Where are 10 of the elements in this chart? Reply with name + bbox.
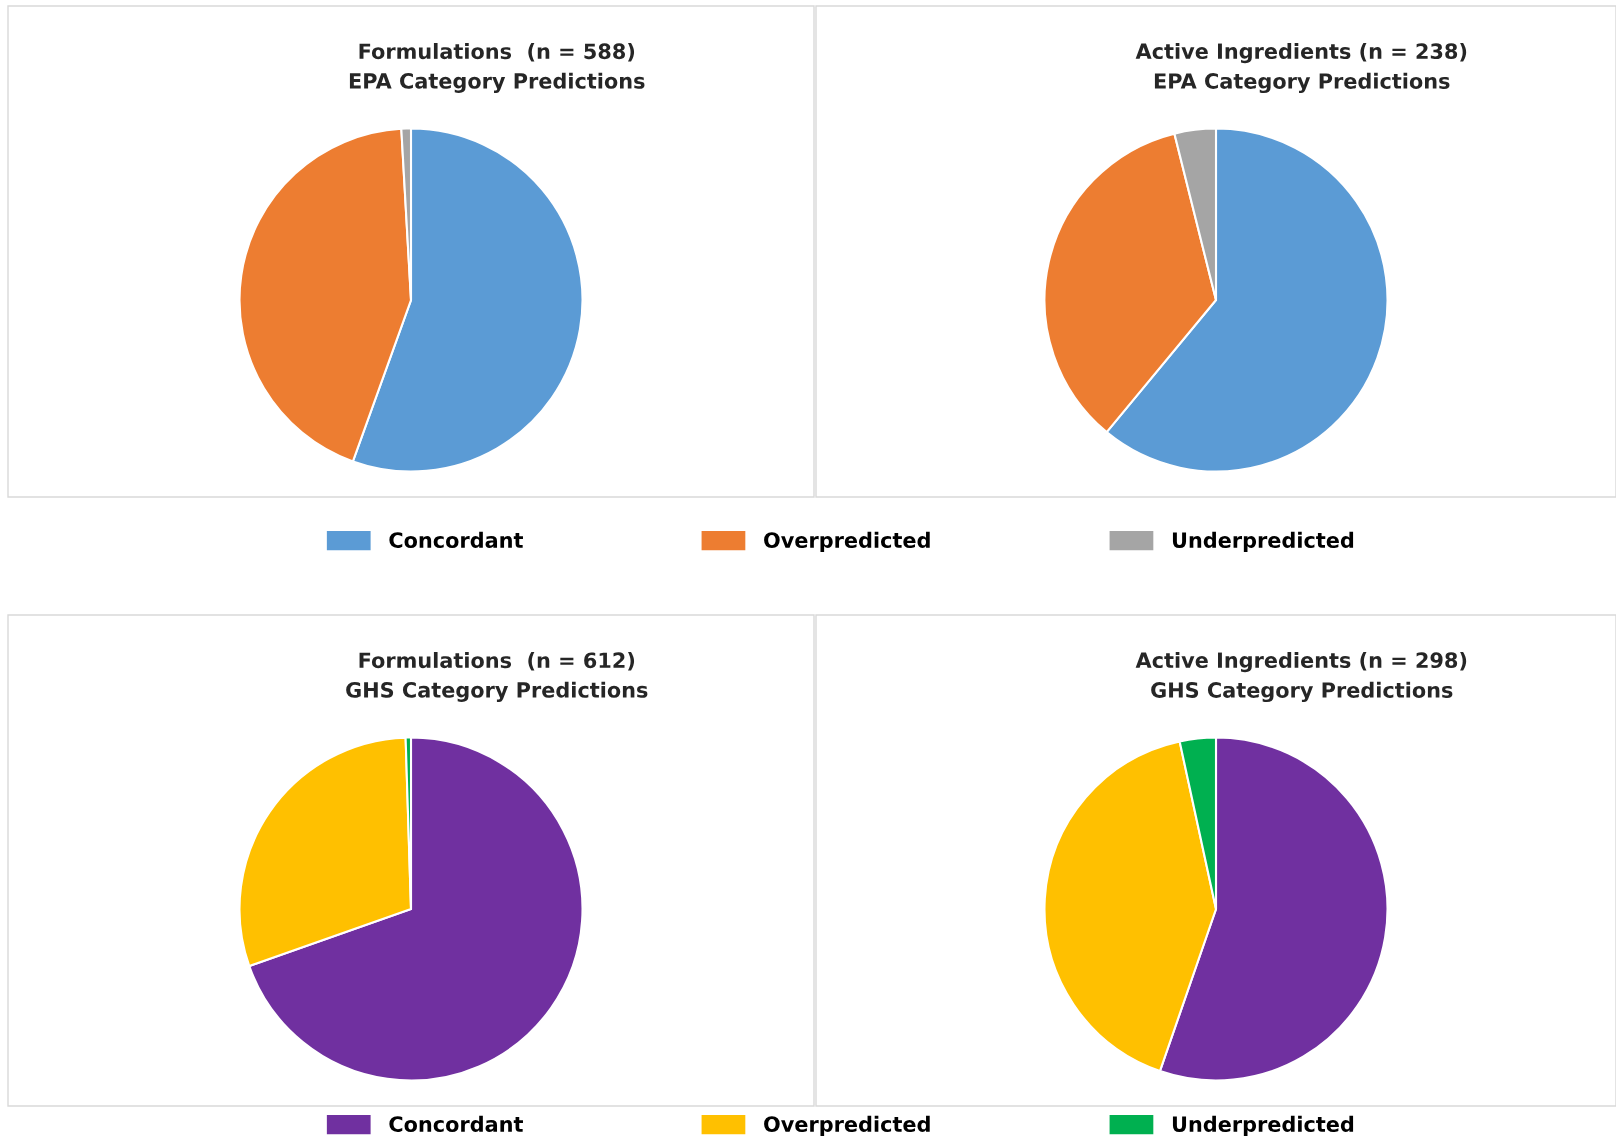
legend-label: Overpredicted [764, 1115, 930, 1137]
chart-title: Formulations (n = 588) EPA Category Predictions [349, 43, 645, 93]
legend-label: Concordant [389, 1115, 523, 1132]
legend-label: Underpredicted [1172, 531, 1354, 553]
legend-label: Concordant [389, 531, 523, 548]
chart-title: Active Ingredients (n = 298) GHS Category Predictions [1135, 651, 1467, 703]
legend-label: Underpredicted [1172, 1115, 1354, 1137]
chart-title: Formulations (n = 612) GHS Category Predictions [346, 652, 648, 702]
chart-title: Active Ingredients (n = 238) EPA Category Predictions [1135, 42, 1467, 94]
legend-label: Overpredicted [764, 531, 930, 553]
